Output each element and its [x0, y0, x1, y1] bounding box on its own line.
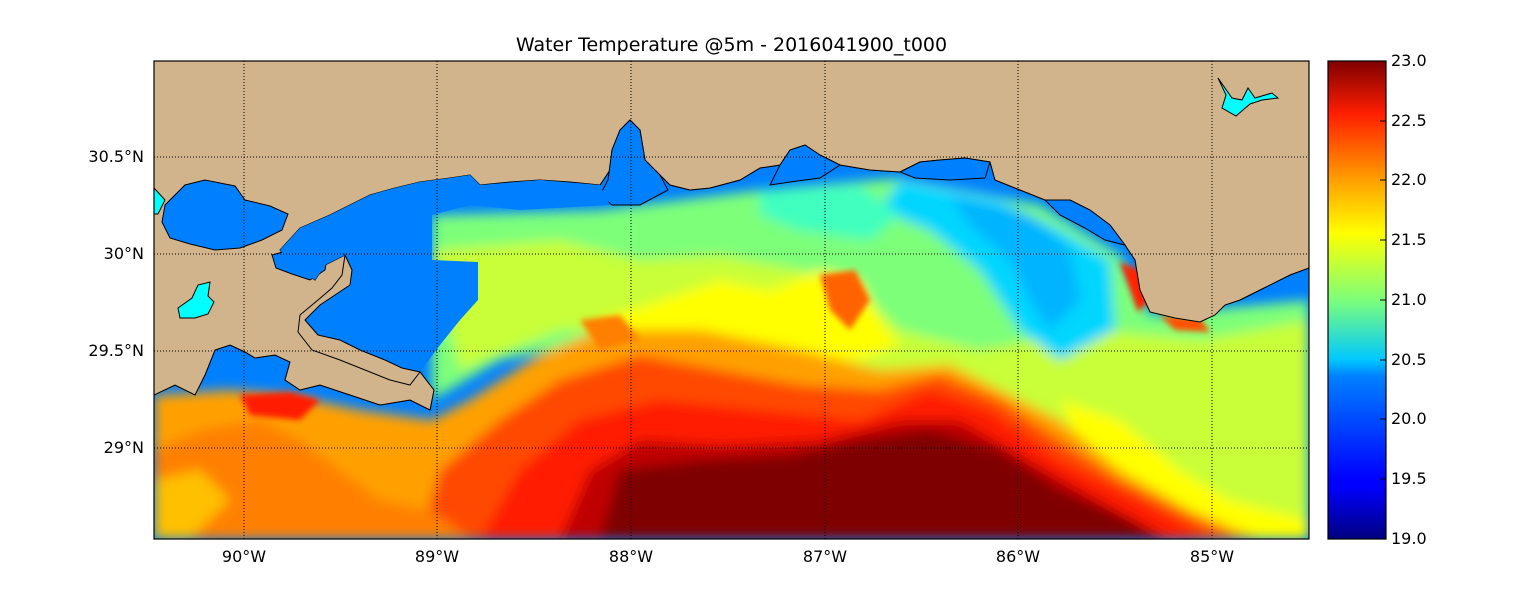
colorbar-tick-label: 20.5 [1391, 350, 1427, 369]
lat-tick-label: 30.5°N [88, 147, 144, 166]
colorbar-tick-label: 19.0 [1391, 529, 1427, 548]
map-title: Water Temperature @5m - 2016041900_t000 [515, 34, 948, 56]
lon-tick-label: 85°W [1189, 547, 1235, 566]
colorbar-tick-label: 21.5 [1391, 230, 1427, 249]
lon-tick-label: 89°W [414, 547, 460, 566]
lat-tick-label: 29°N [103, 438, 144, 457]
colorbar-tick-label: 20.0 [1391, 409, 1427, 428]
colorbar-tick-label: 22.5 [1391, 111, 1427, 130]
colorbar-tick-label: 22.0 [1391, 170, 1427, 189]
lat-tick-label: 30°N [103, 244, 144, 263]
colorbar-tick-label: 21.0 [1391, 290, 1427, 309]
lat-tick-label: 29.5°N [88, 341, 144, 360]
lon-tick-label: 87°W [802, 547, 848, 566]
colorbar [1327, 60, 1387, 540]
graticule [154, 61, 1309, 539]
map-frame [153, 60, 1310, 540]
colorbar-tick-label: 23.0 [1391, 51, 1427, 70]
lon-tick-label: 90°W [221, 547, 267, 566]
colorbar-tick-label: 19.5 [1391, 469, 1427, 488]
lon-tick-label: 86°W [995, 547, 1041, 566]
colorbar-ticks [1380, 60, 1386, 540]
lon-tick-label: 88°W [608, 547, 654, 566]
map-area [154, 61, 1309, 539]
